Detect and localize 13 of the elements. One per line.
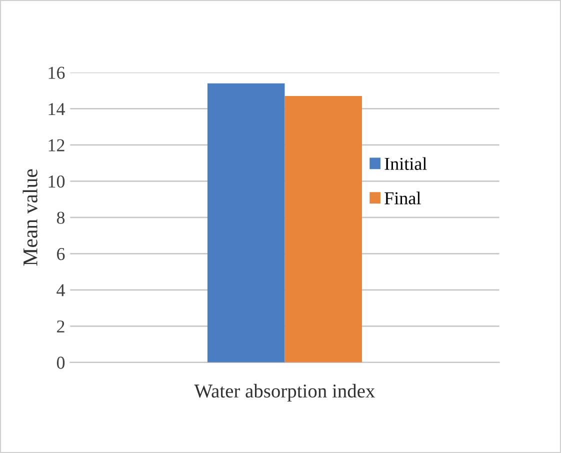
y-axis-title: Mean value xyxy=(22,169,38,266)
y-tick-label: 2 xyxy=(57,320,64,332)
y-tick-label: 16 xyxy=(48,66,65,79)
y-tick-label: 8 xyxy=(56,212,65,224)
y-tick-label: 12 xyxy=(48,139,64,152)
y-tick-label: 6 xyxy=(57,248,65,260)
x-axis-title: Water absorption index xyxy=(194,384,375,402)
y-tick-label: 14 xyxy=(48,103,65,115)
legend-label: Final xyxy=(384,192,421,204)
y-tick-label: 0 xyxy=(56,356,65,369)
y-tick-label: 10 xyxy=(48,175,65,188)
legend-label: Initial xyxy=(384,157,427,170)
y-tick-label: 4 xyxy=(56,284,65,296)
